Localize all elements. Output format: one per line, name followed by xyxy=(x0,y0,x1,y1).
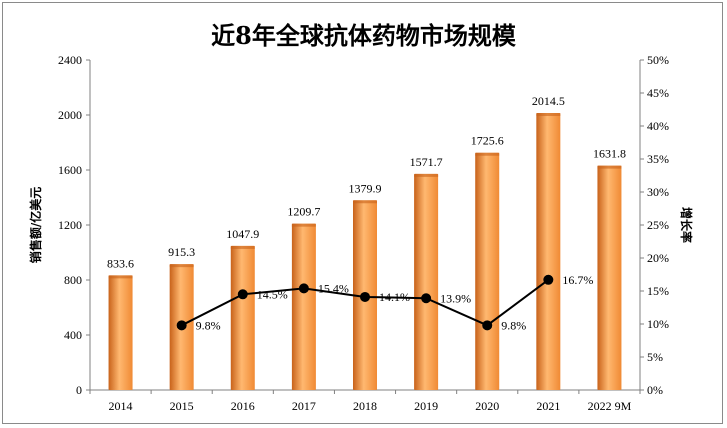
bar-2014 xyxy=(108,275,133,390)
bar-2019 xyxy=(414,173,439,390)
y-tick-label: 0 xyxy=(76,383,82,397)
growth-point-2019 xyxy=(421,293,432,304)
growth-value-label: 14.1% xyxy=(379,290,410,304)
x-tick-label: 2014 xyxy=(109,399,133,413)
bar-2016 xyxy=(230,245,255,390)
bar-value-label: 833.6 xyxy=(107,256,134,270)
growth-point-2021 xyxy=(543,274,554,285)
growth-point-2016 xyxy=(237,289,248,300)
y-tick-label: 400 xyxy=(64,328,82,342)
growth-point-2020 xyxy=(482,320,493,331)
y2-tick-label: 50% xyxy=(647,53,669,67)
bar-cap xyxy=(108,275,133,279)
growth-value-label: 14.5% xyxy=(257,287,288,301)
y2-tick-label: 40% xyxy=(647,119,669,133)
x-tick-label: 2018 xyxy=(353,399,377,413)
bar-value-label: 1047.9 xyxy=(226,227,259,241)
growth-point-2017 xyxy=(298,283,309,294)
y2-tick-label: 20% xyxy=(647,251,669,265)
growth-point-2015 xyxy=(176,320,187,331)
y2-tick-label: 35% xyxy=(647,152,669,166)
y2-tick-label: 15% xyxy=(647,284,669,298)
growth-value-label: 15.4% xyxy=(318,281,349,295)
bar-2021 xyxy=(536,113,561,390)
growth-value-label: 9.8% xyxy=(196,318,221,332)
y2-tick-label: 0% xyxy=(647,383,663,397)
x-tick-label: 2017 xyxy=(292,399,316,413)
x-tick-label: 2015 xyxy=(170,399,194,413)
bar-cap xyxy=(230,245,255,249)
y2-tick-label: 5% xyxy=(647,350,663,364)
bar-cap xyxy=(169,264,194,268)
bar-value-label: 1725.6 xyxy=(471,134,504,148)
bar-2022-9M xyxy=(597,165,622,390)
x-tick-label: 2021 xyxy=(536,399,560,413)
x-tick-label: 2019 xyxy=(414,399,438,413)
bar-cap xyxy=(475,152,500,156)
y-tick-label: 1600 xyxy=(58,163,82,177)
growth-value-label: 13.9% xyxy=(440,291,471,305)
bar-value-label: 1379.9 xyxy=(349,181,382,195)
bar-cap xyxy=(536,113,561,117)
growth-value-label: 16.7% xyxy=(562,273,593,287)
x-tick-label: 2022 9M xyxy=(588,399,632,413)
y-tick-label: 2400 xyxy=(58,53,82,67)
y2-tick-label: 45% xyxy=(647,86,669,100)
y-tick-label: 800 xyxy=(64,273,82,287)
bar-cap xyxy=(353,200,377,204)
growth-point-2018 xyxy=(360,291,370,302)
bar-cap xyxy=(291,223,316,227)
chart-title: 近8年全球抗体药物市场规模 xyxy=(211,21,516,50)
bar-2020 xyxy=(475,152,500,390)
y-axis-title: 销售额/亿美元 xyxy=(28,187,43,263)
bar-value-label: 1571.7 xyxy=(410,155,443,169)
bar-value-label: 915.3 xyxy=(168,245,195,259)
x-tick-label: 2020 xyxy=(475,399,499,413)
y2-tick-label: 30% xyxy=(647,185,669,199)
bar-value-label: 2014.5 xyxy=(532,94,565,108)
bar-2017 xyxy=(291,223,316,390)
growth-value-label: 9.8% xyxy=(501,318,526,332)
x-tick-label: 2016 xyxy=(231,399,255,413)
bar-value-label: 1631.8 xyxy=(593,147,626,161)
bar-cap xyxy=(414,173,439,177)
y-tick-label: 2000 xyxy=(58,108,82,122)
y2-tick-label: 25% xyxy=(647,218,669,232)
y2-tick-label: 10% xyxy=(647,317,669,331)
y2-axis-title: 增长率 xyxy=(679,207,694,243)
y-tick-label: 1200 xyxy=(58,218,82,232)
bar-value-label: 1209.7 xyxy=(287,205,320,219)
bar-cap xyxy=(597,165,622,169)
